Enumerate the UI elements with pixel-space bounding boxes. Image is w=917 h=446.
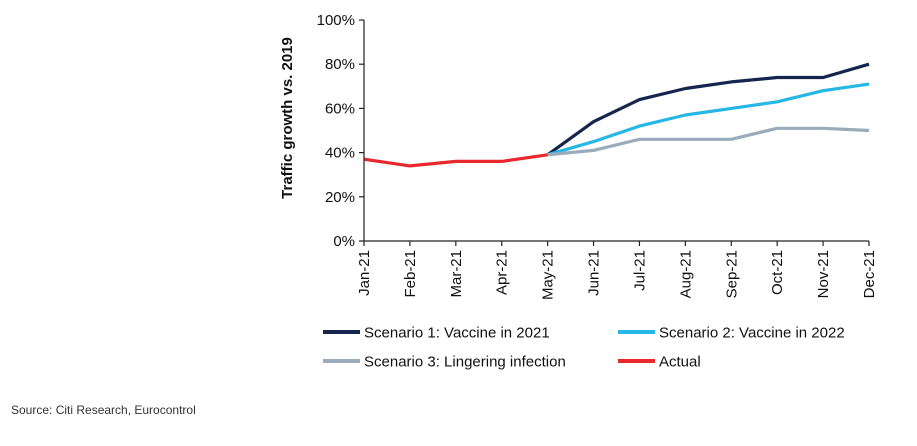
x-tick-label: Aug-21 [677,250,694,298]
y-tick-label: 100% [317,12,355,29]
x-tick-label: Apr-21 [494,250,511,295]
legend-label: Scenario 1: Vaccine in 2021 [364,325,550,342]
y-tick-label: 80% [325,56,355,73]
x-tick-label: Feb-21 [402,250,419,298]
legend: Scenario 1: Vaccine in 2021 Scenario 2: V… [323,325,845,371]
source-note: Source: Citi Research, Eurocontrol [11,403,196,417]
x-tick-label: Sep-21 [723,250,740,298]
x-tick-group: Jan-21 Feb-21 Mar-21 Apr-21 May-21 Jun-21 Jul-… [356,241,878,300]
legend-label: Actual [659,354,701,371]
legend-label: Scenario 2: Vaccine in 2022 [659,325,845,342]
x-tick-label: Mar-21 [448,250,465,298]
series-line-2 [547,82,870,157]
x-tick-label: Jun-21 [586,250,603,296]
y-tick-group: 0% 20% 40% 60% 80% 100% [317,12,364,250]
x-tick-label: Jan-21 [356,250,373,296]
x-tick-label: Oct-21 [769,250,786,295]
series-line-3 [547,126,870,157]
legend-label: Scenario 3: Lingering infection [364,354,566,371]
series-line-1 [546,62,870,157]
series-layer [363,62,870,168]
y-tick-label: 0% [333,233,355,250]
x-tick-label: Dec-21 [861,250,878,298]
y-tick-label: 20% [325,189,355,206]
x-tick-label: Jul-21 [631,250,648,291]
y-tick-label: 40% [325,145,355,162]
x-tick-label: Nov-21 [815,250,832,298]
y-tick-label: 60% [325,100,355,117]
x-tick-label: May-21 [540,250,557,300]
series-line-4 [363,153,548,168]
y-axis-label: Traffic growth vs. 2019 [279,37,296,199]
